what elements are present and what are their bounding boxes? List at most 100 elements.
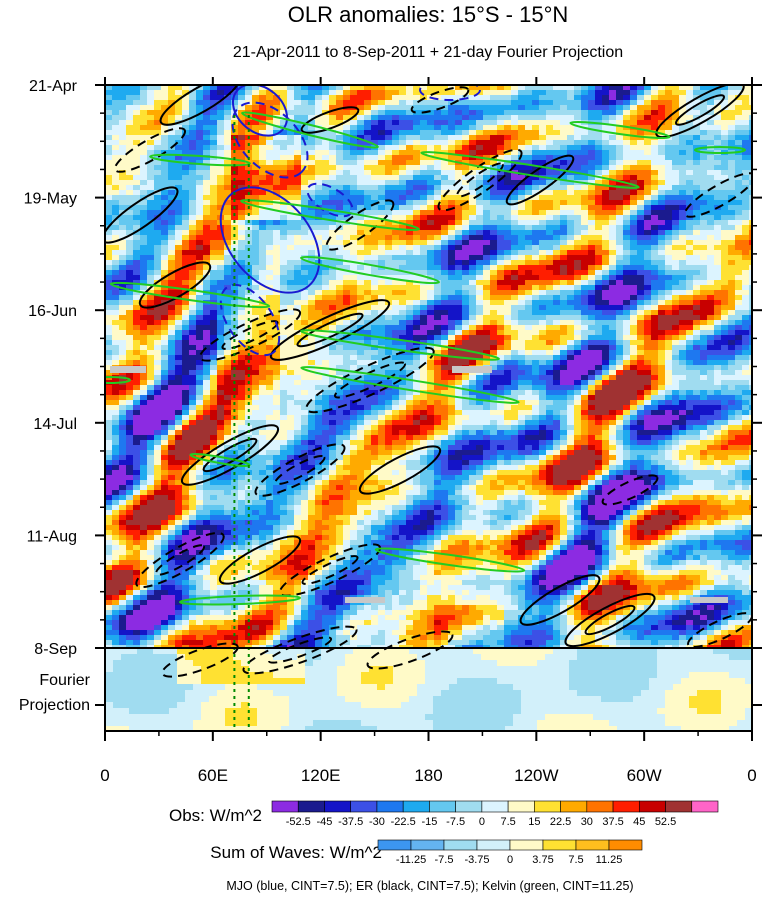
- heatmap-area: [105, 85, 752, 731]
- y-tick-label: 11-Aug: [27, 528, 77, 545]
- er-contour: [138, 261, 212, 309]
- colorbar-swatch: [638, 800, 666, 813]
- colorbar-swatch: [350, 800, 378, 813]
- er-contour: [154, 544, 206, 576]
- colorbar-label: -30: [369, 816, 385, 828]
- colorbar-swatch: [507, 800, 535, 813]
- mjo-contour: [219, 283, 281, 357]
- colorbar-label: 45: [633, 816, 645, 828]
- er-contour: [519, 574, 601, 626]
- colorbar-swatch: [376, 800, 404, 813]
- colorbar-label: -7.5: [435, 854, 454, 866]
- colorbar-swatch: [542, 839, 577, 851]
- x-tick-label: 120W: [514, 766, 558, 785]
- colorbar-label: 3.75: [532, 854, 553, 866]
- er-contour: [456, 162, 504, 198]
- er-contour: [301, 555, 359, 585]
- colorbar-label: 0: [507, 854, 513, 866]
- y-tick-label: 19-May: [24, 191, 77, 208]
- colorbar-label: -22.5: [391, 816, 416, 828]
- colorbar-label: -37.5: [338, 816, 363, 828]
- colorbar-swatch: [377, 839, 412, 851]
- colorbar-label: -52.5: [286, 816, 311, 828]
- colorbar-label: 52.5: [655, 816, 676, 828]
- colorbar-swatch: [665, 800, 693, 813]
- colorbar-swatch: [560, 800, 588, 813]
- kelvin-contour: [374, 547, 526, 573]
- colorbar-label: 37.5: [602, 816, 623, 828]
- kelvin-contour: [694, 146, 746, 154]
- er-contour: [584, 604, 636, 636]
- colorbar-label: 15: [528, 816, 540, 828]
- er-contour: [278, 543, 382, 597]
- er-contour: [242, 625, 358, 675]
- colorbar-swatch: [297, 800, 325, 813]
- colorbar-swatch: [691, 800, 719, 813]
- colorbar-swatch: [476, 839, 511, 851]
- y-tick-label: 21-Apr: [29, 78, 78, 95]
- er-contour: [684, 172, 752, 218]
- er-contour: [221, 320, 279, 350]
- colorbar-swatch: [509, 839, 544, 851]
- x-tick-label: 60E: [198, 766, 228, 785]
- kelvin-contour: [179, 594, 301, 606]
- colorbar-label: 11.25: [596, 854, 623, 866]
- observed-anomaly-field: [105, 85, 752, 651]
- reference-longitude-lines: [233, 115, 250, 731]
- colorbar-swatch: [429, 800, 456, 813]
- waves-colorbar-title: Sum of Waves: W/m^2: [210, 843, 382, 862]
- waves-colorbar: -11.25 -7.5 -3.75 0 3.75 7.5 11.25: [377, 839, 643, 866]
- projection-label-line2: Projection: [19, 697, 90, 714]
- colorbar-swatch: [586, 800, 614, 813]
- y-tick-label: 8-Sep: [34, 641, 77, 658]
- er-contour: [198, 308, 302, 362]
- er-contour: [325, 199, 395, 251]
- kelvin-contour: [300, 366, 520, 404]
- er-contour: [161, 642, 239, 678]
- er-contour: [358, 445, 442, 495]
- kelvin-contour: [240, 199, 420, 231]
- obs-colorbar-title: Obs: W/m^2: [169, 806, 262, 825]
- colorbar-label: 7.5: [500, 816, 515, 828]
- colorbar-swatch: [612, 800, 640, 813]
- chart-title: OLR anomalies: 15°S - 15°N: [288, 2, 569, 27]
- obs-colorbar: -52.5 -45 -37.5 -30 -22.5 -15 -7.5 0 7.5 15 22.5 30…: [271, 800, 719, 828]
- colorbar-label: -7.5: [446, 816, 465, 828]
- mjo-contour: [231, 101, 309, 179]
- er-contour: [505, 154, 575, 206]
- colorbar-label: -45: [317, 816, 333, 828]
- kelvin-contour: [109, 281, 271, 309]
- er-contour: [300, 106, 360, 134]
- colorbar-swatch: [324, 800, 352, 813]
- er-contour: [305, 346, 435, 414]
- colorbar-swatch: [410, 839, 445, 851]
- er-contour: [269, 299, 391, 361]
- kelvin-contour: [105, 376, 131, 384]
- mjo-contour: [232, 85, 288, 137]
- er-contour: [274, 455, 326, 485]
- er-contour: [114, 127, 186, 173]
- kelvin-contour: [569, 120, 671, 140]
- colorbar-label: 0: [479, 816, 485, 828]
- er-contour: [267, 636, 333, 664]
- er-contour: [296, 312, 364, 348]
- mjo-contour: [419, 85, 481, 101]
- kelvin-contour: [420, 151, 640, 189]
- er-contour: [105, 186, 179, 244]
- chart-subtitle: 21-Apr-2011 to 8-Sep-2011 + 21-day Fouri…: [233, 44, 623, 61]
- x-tick-label: 0: [747, 766, 756, 785]
- er-contour: [218, 535, 302, 585]
- x-tick-label: 60W: [627, 766, 662, 785]
- colorbar-label: -15: [421, 816, 437, 828]
- kelvin-contour: [300, 255, 440, 285]
- colorbar-label: 30: [581, 816, 593, 828]
- colorbar-swatch: [271, 800, 299, 813]
- er-contour: [674, 94, 726, 126]
- colorbar-swatch: [534, 800, 561, 813]
- colorbar-label: 7.5: [568, 854, 583, 866]
- colorbar-label: -3.75: [464, 854, 489, 866]
- projection-label-line1: Fourier: [39, 672, 90, 689]
- colorbar-label: 22.5: [550, 816, 571, 828]
- colorbar-swatch: [443, 839, 478, 851]
- x-tick-label: 180: [414, 766, 442, 785]
